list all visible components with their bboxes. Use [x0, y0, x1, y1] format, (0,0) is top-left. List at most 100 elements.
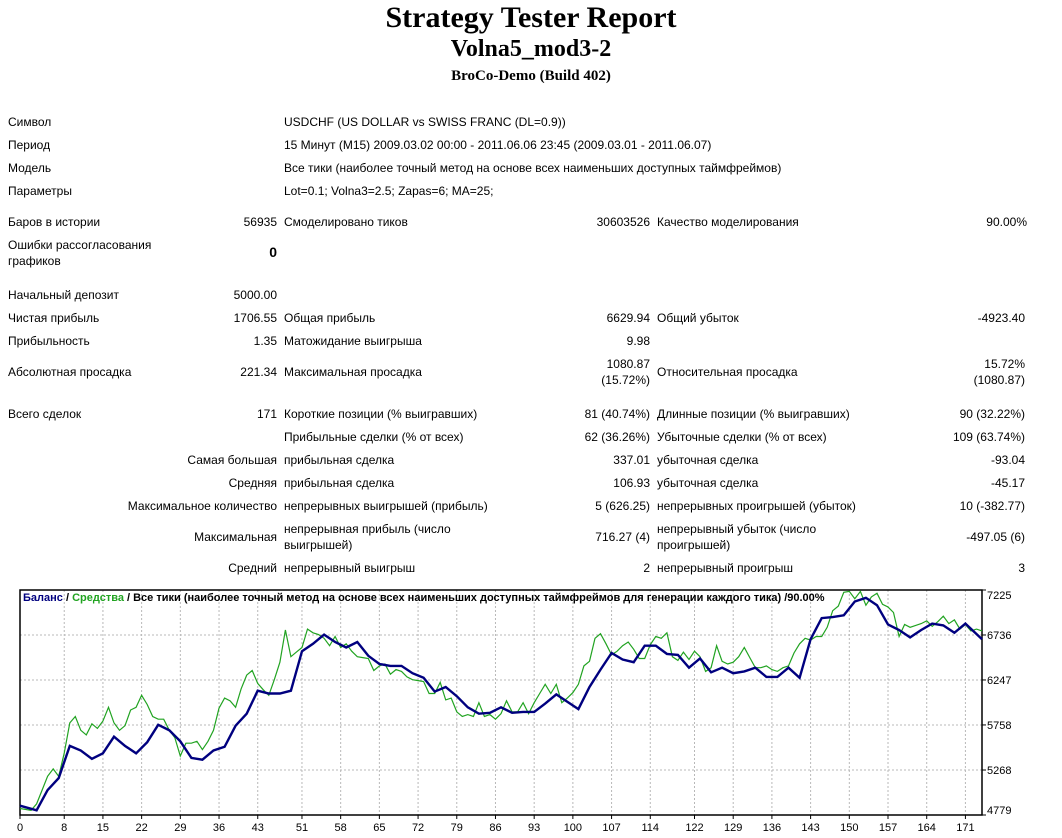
legend-balance: Баланс	[23, 592, 63, 604]
maximal-profit-value: 716.27 (4)	[595, 530, 650, 544]
x-tick-label: 65	[373, 822, 385, 833]
x-tick-label: 0	[17, 822, 23, 833]
x-tick-label: 58	[335, 822, 347, 833]
average-consecutive-label: Средний	[228, 561, 277, 575]
x-tick-label: 93	[528, 822, 540, 833]
y-tick-label: 6736	[987, 630, 1011, 642]
y-tick-label: 5268	[987, 765, 1011, 777]
mismatch-label: Ошибки рассогласования графиков	[8, 238, 152, 268]
report-title: Strategy Tester Report	[385, 1, 677, 34]
x-tick-label: 43	[252, 822, 264, 833]
x-tick-label: 150	[840, 822, 858, 833]
profit-factor-value: 1.35	[253, 334, 277, 348]
profit-trades-label: Прибыльные сделки (% от всех)	[284, 430, 464, 444]
relative-drawdown-amount: (1080.87)	[973, 373, 1025, 387]
long-positions-label: Длинные позиции (% выигравших)	[657, 407, 850, 421]
average-label: Средняя	[228, 476, 277, 490]
average-loss-label: убыточная сделка	[657, 476, 759, 490]
expert-name: Volna5_mod3-2	[450, 36, 612, 62]
x-axis-ticks: 0 8 15 22 29 36 43 51 58 65 72 79 86 93 100 107 114 122 12…	[17, 815, 975, 833]
avg-consecutive-losses-label: непрерывный проигрыш	[657, 561, 793, 575]
x-tick-label: 114	[642, 822, 660, 833]
x-tick-label: 51	[296, 822, 308, 833]
profit-trades-value: 62 (36.26%)	[584, 430, 650, 444]
quality-label: Качество моделирования	[657, 215, 799, 229]
y-tick-label: 5758	[987, 720, 1011, 732]
x-tick-label: 36	[213, 822, 225, 833]
average-profit-value: 106.93	[613, 476, 650, 490]
y-tick-label: 6247	[987, 675, 1011, 687]
max-drawdown-percent: (15.72%)	[601, 373, 650, 387]
legend-description: / Все тики (наиболее точный метод на осн…	[124, 592, 825, 604]
x-tick-label: 107	[602, 822, 620, 833]
model-value: Все тики (наиболее точный метод на основ…	[284, 161, 782, 175]
x-tick-label: 79	[451, 822, 463, 833]
x-tick-label: 100	[564, 822, 582, 833]
x-tick-label: 129	[724, 822, 742, 833]
x-tick-label: 86	[489, 822, 501, 833]
gross-profit-value: 6629.94	[606, 311, 650, 325]
relative-drawdown-value: 15.72%	[984, 357, 1025, 371]
largest-loss-label: убыточная сделка	[657, 453, 759, 467]
x-tick-label: 136	[763, 822, 781, 833]
ticks-label: Смоделировано тиков	[284, 215, 408, 229]
average-profit-label: прибыльная сделка	[284, 476, 395, 490]
total-trades-label: Всего сделок	[8, 407, 82, 421]
maximal-loss-label: непрерывный убыток (число проигрышей)	[657, 522, 817, 552]
absolute-drawdown-value: 221.34	[240, 365, 277, 379]
max-consecutive-losses-label: непрерывных проигрышей (убыток)	[657, 499, 856, 513]
legend-equity: Средства	[72, 592, 125, 604]
avg-consecutive-wins-label: непрерывный выигрыш	[284, 561, 416, 575]
max-count-label: Максимальное количество	[127, 499, 277, 513]
chart-legend: Баланс / Средства / Все тики (наиболее т…	[23, 592, 825, 604]
net-profit-label: Чистая прибыль	[8, 311, 100, 325]
parameters-label: Параметры	[8, 184, 72, 198]
max-drawdown-value: 1080.87	[606, 357, 650, 371]
series-balance-line	[19, 596, 983, 812]
quality-value: 90.00%	[986, 215, 1027, 229]
largest-loss-value: -93.04	[990, 453, 1025, 467]
max-consecutive-wins-label: непрерывных выигрышей (прибыль)	[284, 499, 488, 513]
loss-trades-label: Убыточные сделки (% от всех)	[657, 430, 827, 444]
y-tick-label: 4779	[987, 805, 1011, 817]
largest-profit-value: 337.01	[613, 453, 650, 467]
largest-profit-label: прибыльная сделка	[284, 453, 395, 467]
loss-trades-value: 109 (63.74%)	[952, 430, 1025, 444]
maximal-label: Максимальная	[194, 530, 277, 544]
balance-chart: Баланс / Средства / Все тики (наиболее т…	[17, 587, 1042, 833]
period-label: Период	[8, 138, 51, 152]
server-build: BroCo-Demo (Build 402)	[451, 68, 611, 84]
x-tick-label: 29	[174, 822, 186, 833]
expected-payoff-value: 9.98	[626, 334, 650, 348]
gross-profit-label: Общая прибыль	[284, 311, 376, 325]
bars-label: Баров в истории	[8, 215, 101, 229]
largest-label: Самая большая	[187, 453, 277, 467]
average-loss-value: -45.17	[990, 476, 1025, 490]
short-positions-label: Короткие позиции (% выигравших)	[284, 407, 478, 421]
x-tick-label: 171	[956, 822, 974, 833]
relative-drawdown-label: Относительная просадка	[657, 365, 798, 379]
period-value: 15 Минут (M15) 2009.03.02 00:00 - 2011.0…	[284, 138, 712, 152]
avg-consecutive-wins-value: 2	[643, 561, 650, 575]
maximal-loss-value: -497.05 (6)	[966, 530, 1025, 544]
x-tick-label: 122	[685, 822, 703, 833]
model-label: Модель	[8, 161, 52, 175]
x-tick-label: 15	[97, 822, 109, 833]
plot-frame	[19, 589, 983, 816]
deposit-value: 5000.00	[233, 288, 277, 302]
x-tick-label: 22	[136, 822, 148, 833]
x-tick-label: 72	[412, 822, 424, 833]
parameters-value: Lot=0.1; Volna3=2.5; Zapas=6; MA=25;	[284, 184, 494, 198]
avg-consecutive-losses-value: 3	[1018, 561, 1025, 575]
net-profit-value: 1706.55	[233, 311, 277, 325]
symbol-label: Символ	[8, 115, 52, 129]
total-trades-value: 171	[256, 407, 277, 421]
legend-sep: /	[63, 592, 72, 604]
expected-payoff-label: Матожидание выигрыша	[284, 334, 422, 348]
absolute-drawdown-label: Абсолютная просадка	[8, 365, 132, 379]
max-consecutive-wins-value: 5 (626.25)	[595, 499, 650, 513]
series-equity-line	[19, 590, 983, 811]
x-tick-label: 164	[918, 822, 936, 833]
bars-value: 56935	[243, 215, 277, 229]
short-positions-value: 81 (40.74%)	[584, 407, 650, 421]
